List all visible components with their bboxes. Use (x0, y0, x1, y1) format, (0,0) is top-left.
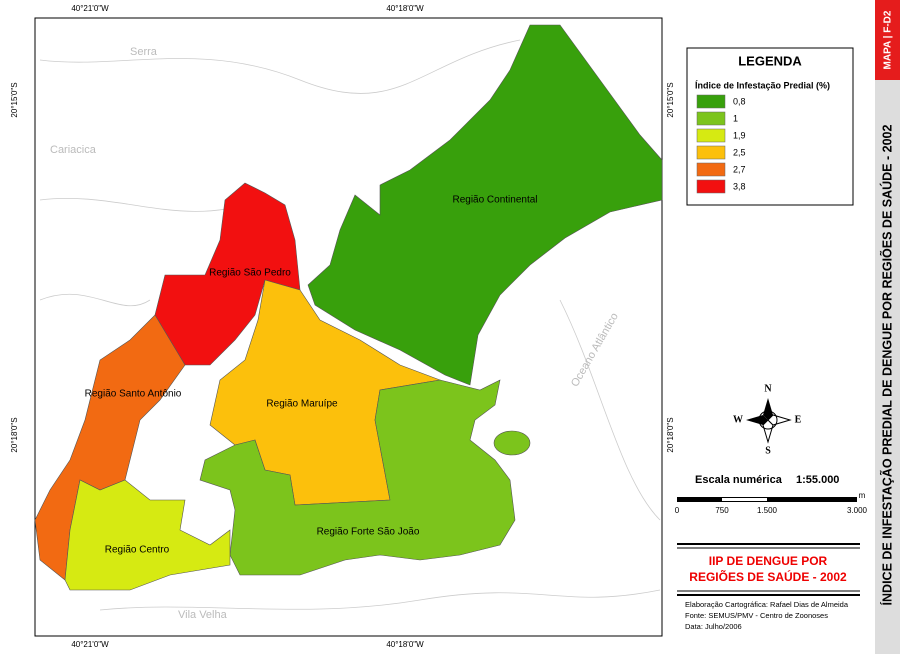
place-label: Cariacica (50, 144, 97, 156)
coord-label: 20°15'0"S (666, 82, 675, 117)
scale-label: 750 (715, 506, 729, 515)
legend-label: 1,9 (733, 130, 746, 140)
scale-ratio: 1:55.000 (796, 474, 839, 486)
scale-unit: m (859, 491, 866, 500)
legend-label: 2,7 (733, 164, 746, 174)
coordinates: 40°21'0"W 40°18'0"W 40°21'0"W 40°18'0"W … (10, 4, 675, 649)
place-label: Serra (130, 46, 158, 58)
legend-swatch (696, 145, 726, 160)
coord-label: 20°18'0"S (666, 417, 675, 452)
sidebar-box (875, 80, 900, 654)
region-label: Região Maruípe (266, 399, 338, 410)
region-label: Região Centro (105, 545, 170, 556)
map-title: REGIÕES DE SAÚDE - 2002 (689, 569, 847, 584)
region (64, 479, 231, 591)
region (154, 182, 301, 366)
coord-label: 40°21'0"W (71, 640, 109, 649)
region-labels: Região Continental Região São Pedro Regi… (85, 195, 538, 556)
coord-label: 20°18'0"S (10, 417, 19, 452)
credit: Fonte: SEMUS/PMV - Centro de Zoonoses (685, 611, 828, 620)
scale-label: 3.000 (847, 506, 868, 515)
legend-swatch (696, 128, 726, 143)
region (307, 24, 663, 386)
compass-label: E (795, 414, 802, 425)
map-title: IIP DE DENGUE POR (709, 554, 828, 568)
scale-label: 0 (675, 506, 680, 515)
credit: Elaboração Cartográfica: Rafael Dias de … (685, 600, 849, 609)
legend-swatch (696, 111, 726, 126)
region-label: Região Santo Antônio (85, 389, 182, 400)
region (199, 379, 516, 576)
scale-labels: 0 750 1.500 3.000 m (675, 491, 868, 515)
region-label: Região Continental (452, 195, 537, 206)
legend-label: 3,8 (733, 181, 746, 191)
sidebar-code-box (875, 0, 900, 80)
legend-box (686, 47, 854, 206)
compass: N S E W (733, 383, 802, 456)
legend-label: 0,8 (733, 96, 746, 106)
scale-label: 1.500 (757, 506, 778, 515)
legend-swatch (696, 162, 726, 177)
island (493, 430, 531, 456)
scale-bar (677, 497, 857, 502)
legend-subtitle: Índice de Infestação Predial (%) (695, 80, 830, 90)
region-label: Região Forte São João (317, 527, 420, 538)
legend-title: LEGENDA (738, 53, 802, 68)
compass-label: S (765, 445, 771, 456)
legend-label: 2,5 (733, 147, 746, 157)
credit: Data: Julho/2006 (685, 622, 742, 631)
sidebar-title: ÍNDICE DE INFESTAÇÃO PREDIAL DE DENGUE P… (879, 125, 894, 606)
regions (34, 24, 663, 591)
coord-label: 20°15'0"S (10, 82, 19, 117)
legend-items: 0,8 1 1,9 2,5 2,7 3,8 (696, 94, 746, 194)
credits: Elaboração Cartográfica: Rafael Dias de … (685, 600, 849, 631)
compass-label: N (764, 383, 772, 394)
coord-label: 40°18'0"W (386, 4, 424, 13)
title-box: IIP DE DENGUE POR REGIÕES DE SAÚDE - 200… (677, 543, 860, 596)
region-label: Região São Pedro (209, 268, 291, 279)
legend-label: 1 (733, 113, 738, 123)
sidebar-code: MAPA | F-D2 (883, 10, 894, 69)
compass-label: W (733, 414, 743, 425)
coord-label: 40°21'0"W (71, 4, 109, 13)
legend-swatch (696, 179, 726, 194)
place-label: Vila Velha (178, 609, 228, 621)
legend-swatch (696, 94, 726, 109)
scale-title: Escala numérica (695, 474, 783, 486)
coord-label: 40°18'0"W (386, 640, 424, 649)
